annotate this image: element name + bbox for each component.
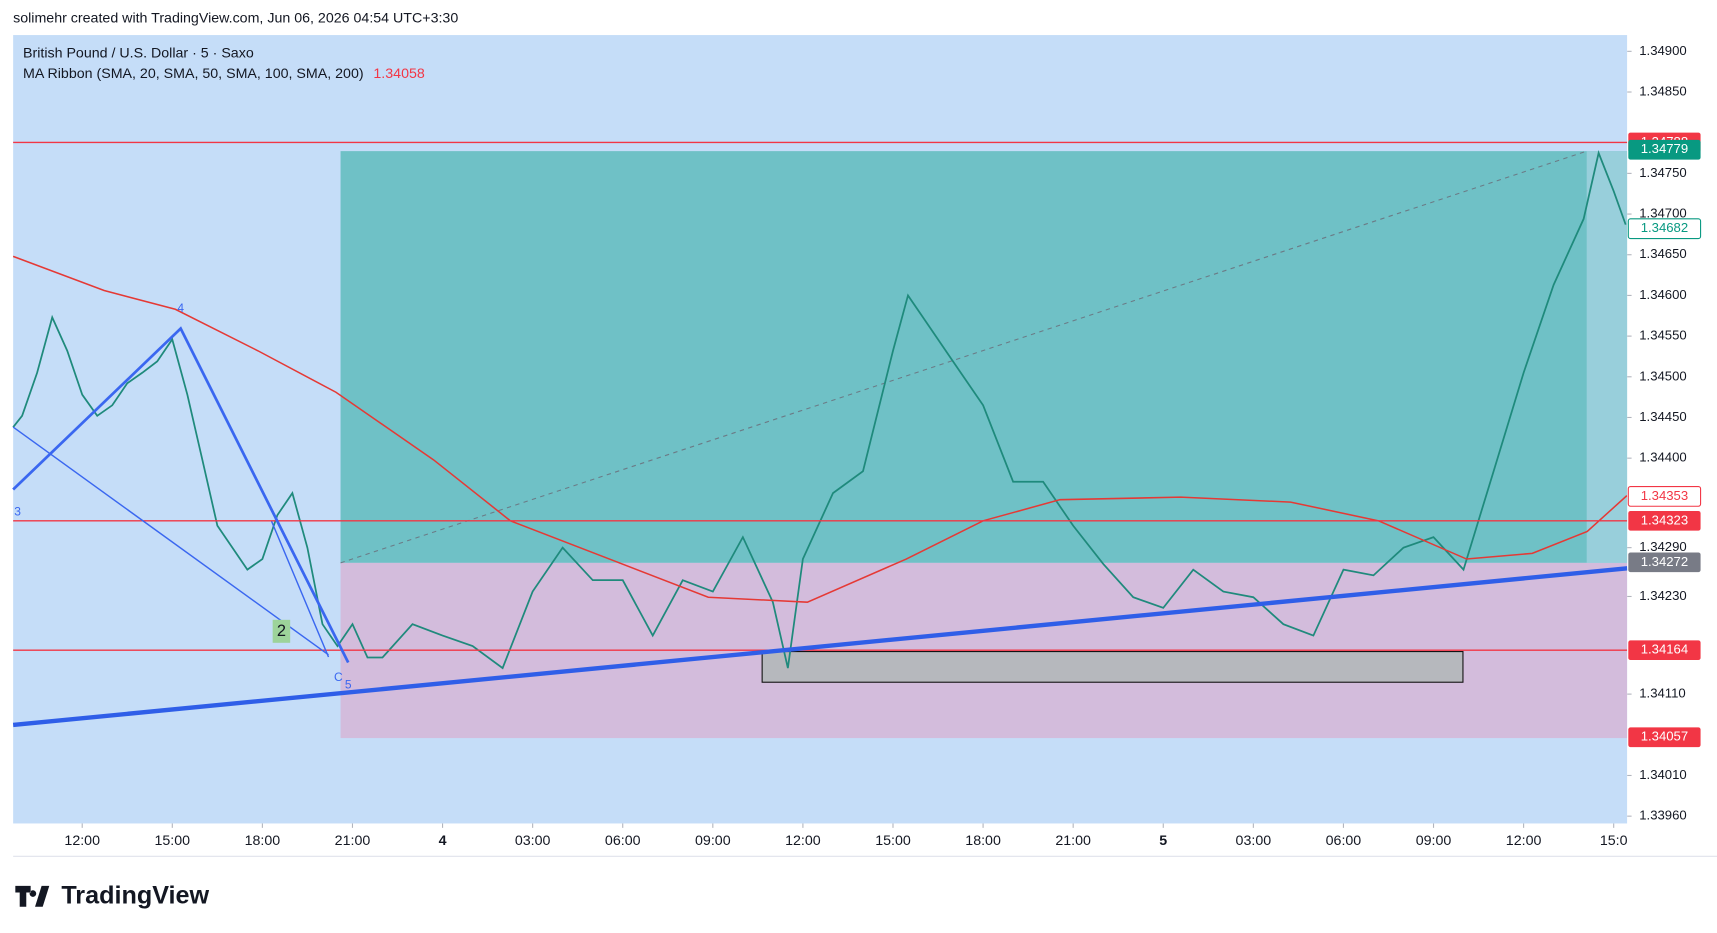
wave-label: 3 <box>14 505 21 519</box>
tv-logo: TradingView <box>61 882 209 910</box>
price-tag-label: 1.34353 <box>1641 488 1688 503</box>
x-tick-label: 18:00 <box>245 833 281 849</box>
y-tick-label: 1.34230 <box>1639 588 1686 603</box>
price-tag-label: 1.34164 <box>1641 642 1688 657</box>
wave-label: 2 <box>277 622 286 640</box>
x-tick-label: 4 <box>439 833 447 849</box>
x-tick-label: 15:00 <box>875 833 911 849</box>
y-tick-label: 1.33960 <box>1639 808 1686 823</box>
attribution: solimehr created with TradingView.com, J… <box>13 10 458 26</box>
y-tick-label: 1.34010 <box>1639 767 1686 782</box>
x-tick-label: 12:00 <box>64 833 100 849</box>
time-axis <box>13 823 1628 857</box>
y-tick-label: 1.34650 <box>1639 246 1686 261</box>
price-axis <box>1627 35 1717 824</box>
wave-label: 5 <box>345 678 352 692</box>
wave-label: 4 <box>177 301 184 315</box>
trendline <box>12 566 1628 728</box>
x-tick-label: 12:00 <box>1506 833 1542 849</box>
wave-badge <box>272 619 291 643</box>
y-tick-label: 1.34900 <box>1639 43 1686 58</box>
x-tick-label: 06:00 <box>605 833 641 849</box>
y-tick-label: 1.34700 <box>1639 206 1686 221</box>
tv-logo-icon <box>15 885 50 907</box>
channel-line <box>270 520 330 658</box>
y-tick-label: 1.34600 <box>1639 287 1686 302</box>
price-tag-label: 1.34272 <box>1641 554 1688 569</box>
x-tick-label: 03:00 <box>1236 833 1272 849</box>
channel-line <box>12 426 329 656</box>
ma-line <box>12 255 1628 603</box>
price-tag-label: 1.34682 <box>1641 220 1688 235</box>
x-tick-label: 09:00 <box>1416 833 1452 849</box>
y-tick-label: 1.34400 <box>1639 450 1686 465</box>
x-tick-label: 12:00 <box>785 833 821 849</box>
y-tick-label: 1.34110 <box>1639 686 1685 701</box>
wave-lines <box>12 326 350 664</box>
x-tick-label: 21:00 <box>335 833 371 849</box>
last-bar-zone <box>1586 151 1628 563</box>
price-tag <box>1627 485 1702 507</box>
y-tick-label: 1.34450 <box>1639 409 1686 424</box>
price-tag-label: 1.34779 <box>1641 141 1688 156</box>
x-tick-label: 15:0 <box>1600 833 1628 849</box>
demand-box <box>761 651 1464 683</box>
price-tag-label: 1.34057 <box>1641 729 1688 744</box>
x-tick-label: 5 <box>1159 833 1167 849</box>
x-tick-label: 21:00 <box>1055 833 1091 849</box>
x-tick-label: 03:00 <box>515 833 551 849</box>
profit-zone <box>340 151 1628 563</box>
indicator-legend: MA Ribbon (SMA, 20, SMA, 50, SMA, 100, S… <box>23 66 364 82</box>
price-tag <box>1628 510 1701 531</box>
y-tick-label: 1.34290 <box>1639 539 1686 554</box>
x-tick-label: 18:00 <box>965 833 1001 849</box>
symbol-legend: British Pound / U.S. Dollar · 5 · Saxo <box>23 45 254 61</box>
price-tag-label: 1.34323 <box>1641 512 1688 527</box>
price-tag <box>1627 218 1702 240</box>
y-tick-label: 1.34850 <box>1639 83 1686 98</box>
price-tag <box>1628 727 1701 748</box>
x-tick-label: 15:00 <box>154 833 190 849</box>
wave-label: C <box>334 670 343 684</box>
price-tag <box>1628 139 1701 160</box>
price-line <box>12 150 1627 670</box>
x-tick-label: 06:00 <box>1326 833 1362 849</box>
x-tick-label: 09:00 <box>695 833 731 849</box>
price-tag <box>1628 552 1701 573</box>
price-tag <box>1628 640 1701 661</box>
indicator-value: 1.34058 <box>373 66 424 82</box>
y-tick-label: 1.34550 <box>1639 328 1686 343</box>
y-tick-label: 1.34750 <box>1639 165 1686 180</box>
y-tick-label: 1.34500 <box>1639 368 1686 383</box>
